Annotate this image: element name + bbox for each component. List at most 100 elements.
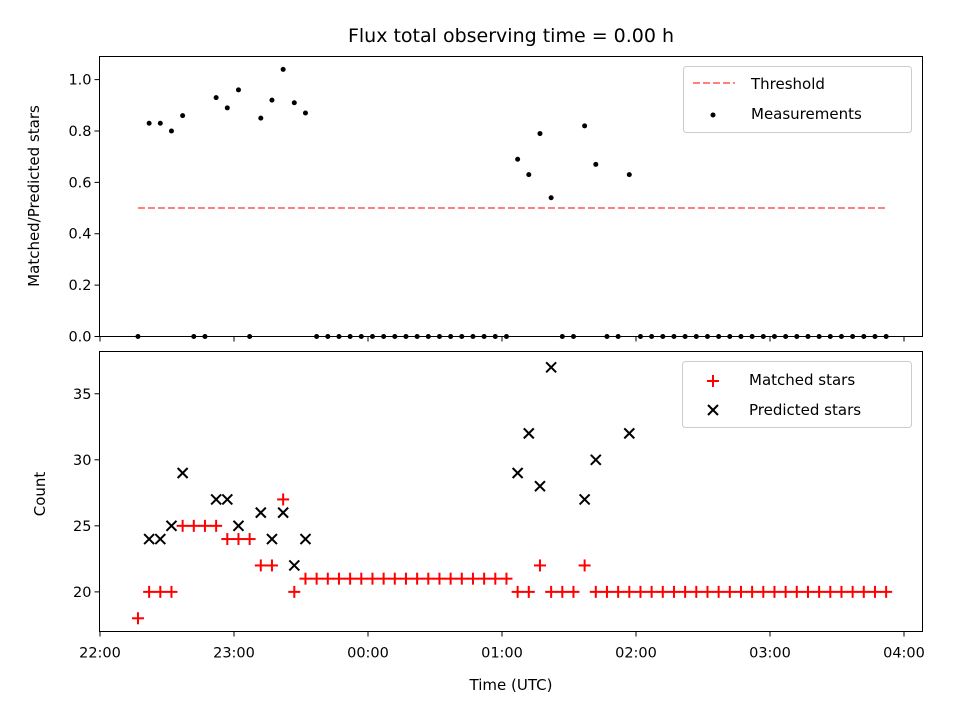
legend-measurements-label: Measurements (751, 105, 862, 123)
measurement-point (760, 334, 766, 339)
measurement-point (704, 334, 710, 339)
predicted-star-point (266, 533, 278, 545)
top-legend-box (683, 66, 912, 133)
measurement-point (481, 334, 487, 339)
predicted-star-point (623, 427, 636, 440)
measurement-point (369, 334, 375, 339)
top-y-tick-label: 0.2 (68, 278, 91, 294)
matched-star-point (176, 519, 189, 532)
predicted-star-point (299, 533, 312, 545)
chart-title: Flux total observing time = 0.00 h (348, 25, 674, 47)
matched-star-point (824, 585, 837, 598)
matched-star-point (388, 572, 401, 585)
measurement-point (314, 334, 320, 339)
matched-star-point (768, 585, 781, 598)
matched-star-point (433, 572, 446, 585)
measurement-point (202, 334, 208, 339)
measurement-point (280, 66, 286, 72)
measurement-point (213, 95, 219, 101)
bottom-axes-frame (99, 351, 923, 632)
matched-star-point (757, 585, 770, 598)
measurement-point (425, 334, 431, 339)
matched-star-point (210, 519, 223, 532)
matched-star-point (277, 493, 290, 506)
measurement-point (347, 334, 353, 339)
matched-star-point (366, 572, 379, 585)
bottom-y-tick-label: 25 (73, 519, 91, 535)
predicted-star-point (288, 559, 301, 572)
matched-star-point (690, 585, 703, 598)
measurement-point (582, 123, 588, 129)
top-y-tick-label: 0.8 (68, 124, 91, 140)
predicted-star-point (277, 506, 289, 519)
matched-star-point (299, 572, 312, 585)
measurement-point (660, 334, 666, 339)
matched-star-point (857, 585, 870, 598)
measurement-point (168, 128, 174, 134)
measurement-point (515, 156, 521, 162)
measurement-point (459, 334, 465, 339)
matched-star-point (466, 572, 479, 585)
bottom-y-tick-label: 35 (73, 387, 91, 403)
measurement-point (135, 334, 141, 339)
measurement-point (247, 334, 253, 339)
bottom-y-tick-label: 20 (73, 585, 91, 601)
matched-star-point (154, 585, 167, 598)
matched-star-point (801, 585, 814, 598)
predicted-star-point (154, 533, 167, 545)
matched-star-point (779, 585, 792, 598)
legend-matched-label: Matched stars (749, 371, 855, 389)
legend-matched-marker (707, 375, 719, 387)
measurement-point (392, 334, 398, 339)
measurement-point (716, 334, 722, 339)
measurement-point (850, 334, 856, 339)
matched-star-point (835, 585, 848, 598)
matched-star-point (232, 533, 245, 546)
top-y-ticks: 0.0 0.2 0.4 0.6 0.8 1.0 (68, 73, 100, 346)
measurement-point (336, 334, 342, 339)
matched-star-point (321, 572, 334, 585)
matched-star-point (701, 585, 714, 598)
matched-star-point (567, 585, 580, 598)
measurement-point (615, 334, 621, 339)
matched-star-point (444, 572, 457, 585)
matched-star-point (377, 572, 390, 585)
matched-star-point (254, 559, 267, 572)
measurement-point (816, 334, 822, 339)
measurement-point (783, 334, 789, 339)
matched-star-point (790, 585, 803, 598)
matched-star-point (589, 585, 602, 598)
top-data-marks (135, 66, 889, 339)
bottom-panel: 20 25 30 35 22:00 23:00 00:00 01:00 02:00 03:00 0… (31, 351, 925, 694)
measurement-point (593, 161, 599, 167)
predicted-star-point (590, 454, 602, 466)
measurement-point (235, 87, 241, 93)
measurement-point (559, 334, 565, 339)
matched-star-point (165, 585, 178, 598)
measurement-point (604, 334, 610, 339)
matched-star-point (288, 585, 301, 598)
matched-star-point (422, 572, 435, 585)
matched-star-point (645, 585, 658, 598)
matched-star-point (198, 519, 211, 532)
bottom-data-marks (131, 361, 893, 625)
measurement-point (258, 115, 264, 121)
measurement-point (872, 334, 878, 339)
predicted-star-point (221, 493, 234, 506)
top-y-tick-label: 0.4 (68, 227, 91, 243)
measurement-point (291, 100, 297, 106)
measurement-point (637, 334, 643, 339)
predicted-star-point (523, 427, 535, 440)
matched-star-point (265, 559, 278, 572)
matched-star-point (723, 585, 736, 598)
x-tick-label: 04:00 (883, 646, 925, 662)
predicted-star-point (143, 533, 155, 545)
matched-star-point (332, 572, 345, 585)
legend-predicted-marker (707, 404, 719, 416)
top-y-tick-label: 0.0 (68, 330, 91, 346)
measurement-point (838, 334, 844, 339)
top-y-tick-label: 0.6 (68, 175, 91, 191)
measurement-point (358, 334, 364, 339)
measurement-point (492, 334, 498, 339)
bottom-legend: Matched stars Predicted stars (682, 361, 912, 428)
